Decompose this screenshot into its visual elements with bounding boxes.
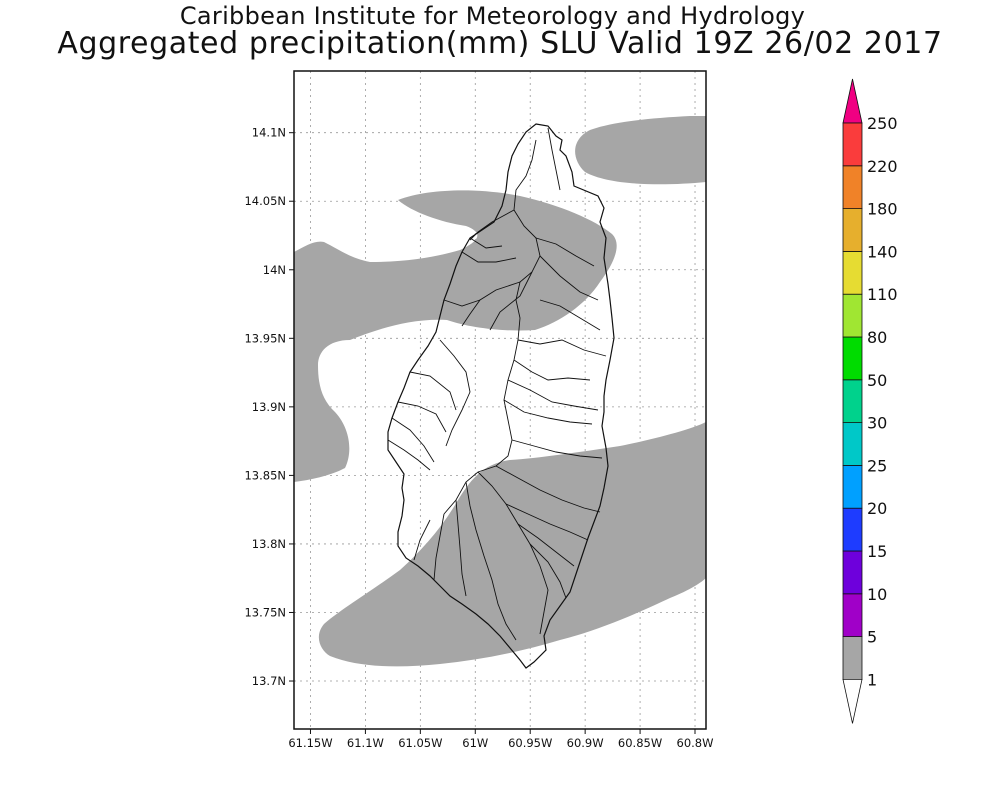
map-frame [293,70,707,730]
colorbar-segment [842,379,863,423]
lon-tick-label: 60.85W [618,736,662,750]
colorbar-level-label: 15 [867,542,887,561]
lat-tick-label: 13.85N [244,468,286,482]
lon-tick-label: 60.9W [567,736,604,750]
lat-tick-label: 14N [263,263,286,277]
colorbar-segment [842,293,863,338]
colorbar-segment [842,165,863,210]
precip-area-south [318,422,706,667]
precip-area-north-central [294,190,617,482]
colorbar-segment [842,422,863,466]
colorbar-level-label: 80 [867,328,887,347]
lat-tick-label: 13.95N [244,331,286,345]
watershed-boundaries [387,127,607,641]
lon-tick-label: 61.15W [288,736,332,750]
colorbar-level-label: 110 [867,285,898,304]
lat-tick-label: 13.9N [252,400,286,414]
lat-tick-label: 13.8N [252,537,286,551]
longitude-labels: 61.15W 61.1W 61.05W 61W 60.95W 60.9W 60.85W 60.… [288,729,714,750]
colorbar-level-label: 30 [867,414,887,433]
precipitation-areas [294,116,706,667]
colorbar-segment [842,208,863,252]
chart-title: Caribbean Institute for Meteorology and … [179,2,806,30]
colorbar-level-label: 50 [867,371,887,390]
colorbar-level-label: 250 [867,114,898,133]
lat-tick-label: 14.1N [252,126,286,140]
lat-tick-label: 14.05N [244,194,286,208]
lon-tick-label: 60.95W [508,736,552,750]
colorbar-segment [842,507,863,552]
colorbar-level-label: 1 [867,670,877,689]
lon-tick-label: 61.05W [398,736,442,750]
colorbar-level-label: 140 [867,242,898,261]
lat-tick-label: 13.7N [252,674,286,688]
colorbar-segment [842,250,863,295]
colorbar-underflow-triangle [842,679,863,724]
colorbar-segment [842,593,863,637]
colorbar-level-label: 180 [867,200,898,219]
colorbar-segment [842,636,863,680]
chart-subtitle: Aggregated precipitation(mm) SLU Valid 1… [57,26,943,61]
colorbar-level-label: 5 [867,628,877,647]
precip-area-northeast [575,116,706,185]
colorbar-segment [842,336,863,381]
lat-tick-label: 13.75N [244,605,286,619]
colorbar-level-label: 20 [867,499,887,518]
colorbar-level-label: 10 [867,585,887,604]
colorbar-segment [842,122,863,167]
colorbar-level-label: 220 [867,157,898,176]
lon-tick-label: 60.8W [677,736,714,750]
lon-tick-label: 61W [462,736,488,750]
lon-tick-label: 61.1W [347,736,384,750]
colorbar-segment [842,550,863,595]
latitude-labels: 14.1N 14.05N 14N 13.95N 13.9N 13.85N 13.8N 13.7… [244,126,294,688]
colorbar-level-label: 25 [867,456,887,475]
colorbar-overflow-triangle [842,78,863,124]
colorbar-segment [842,464,863,509]
